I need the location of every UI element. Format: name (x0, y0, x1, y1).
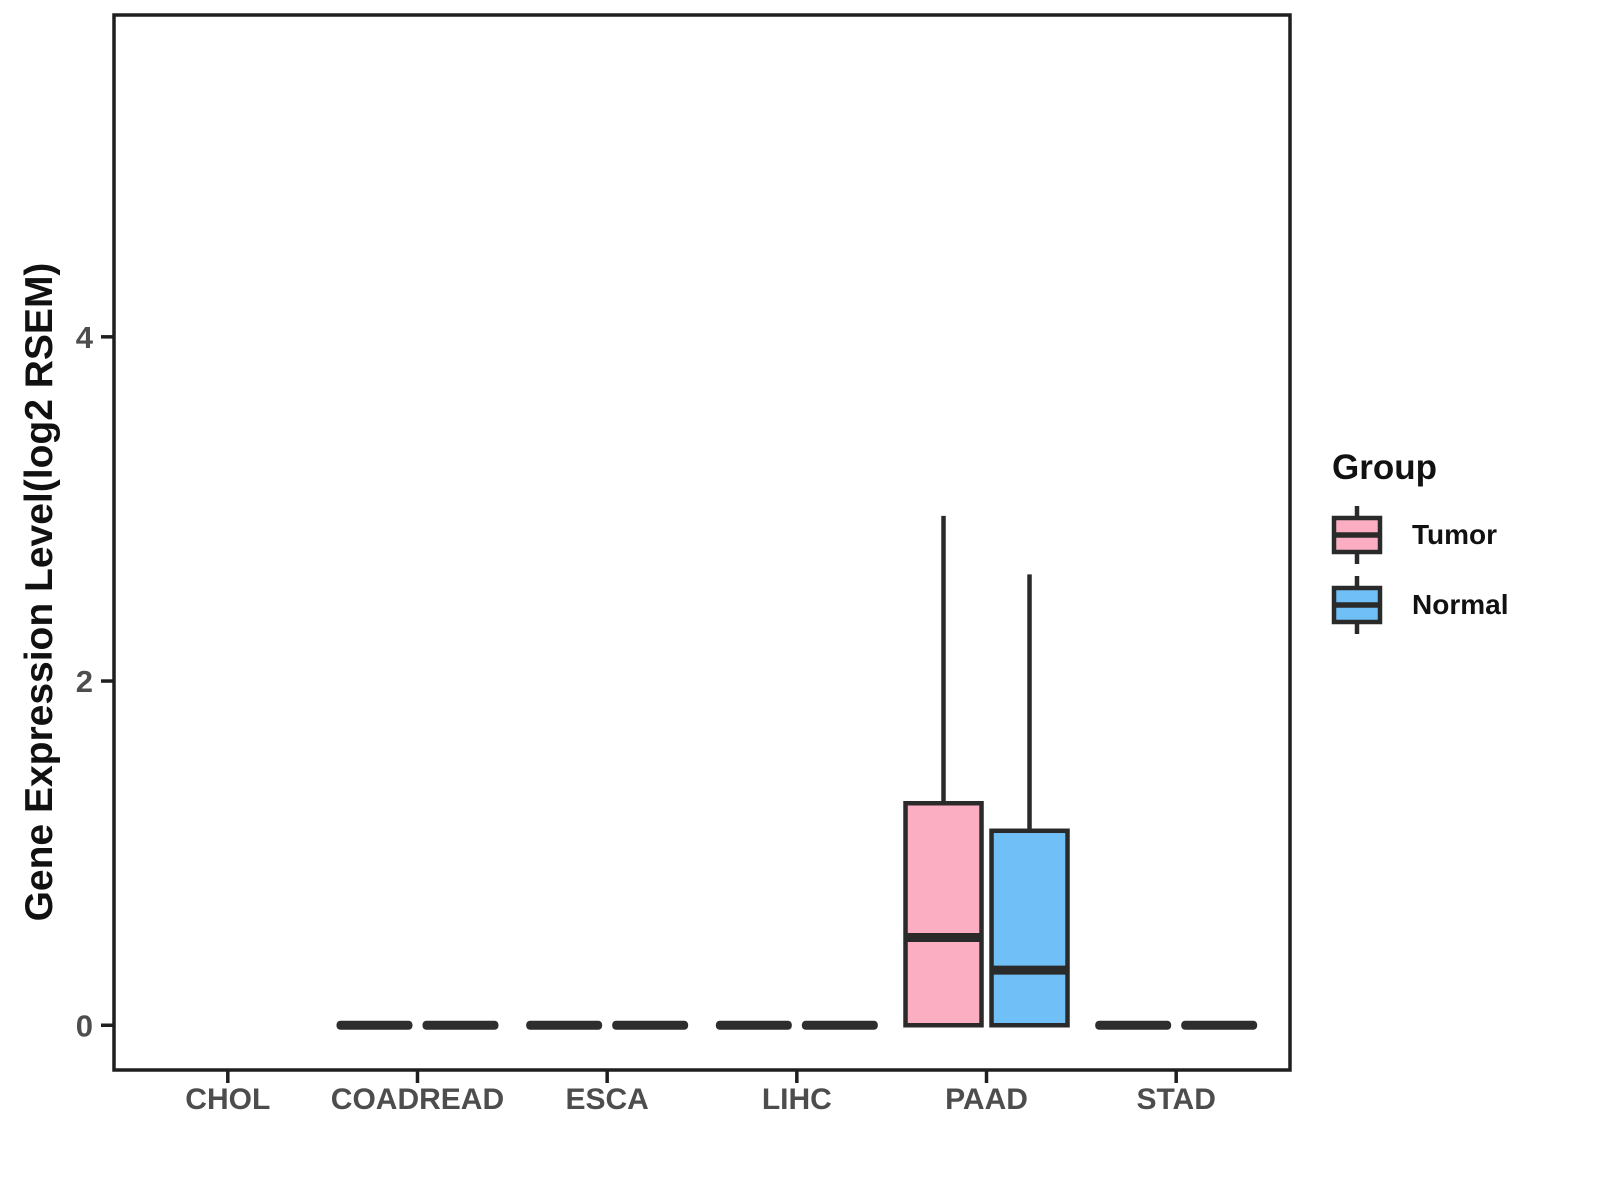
legend-title: Group (1332, 448, 1437, 487)
y-tick-label-2: 2 (76, 664, 93, 699)
legend-label-normal: Normal (1412, 589, 1509, 620)
legend: Group Tumor Normal (1330, 450, 1600, 643)
zero-box-normal-esca (612, 1020, 689, 1030)
y-tick-label-0: 0 (76, 1008, 93, 1043)
zero-box-tumor-stad (1095, 1020, 1172, 1030)
zero-box-normal-lihc (801, 1020, 878, 1030)
legend-item-normal: Normal (1330, 573, 1600, 637)
zero-box-tumor-lihc (715, 1020, 792, 1030)
y-axis-title: Gene Expression Level(log2 RSEM) (18, 262, 61, 922)
x-tick-label-chol: CHOL (185, 1083, 270, 1116)
y-tick-label-4: 4 (76, 320, 94, 355)
x-tick-label-stad: STAD (1136, 1083, 1215, 1116)
normal-boxplot-key-icon (1331, 576, 1383, 634)
legend-item-tumor: Tumor (1330, 503, 1600, 567)
box-tumor-paad (903, 800, 984, 1028)
x-tick-label-esca: ESCA (565, 1083, 648, 1116)
box-normal-paad (989, 828, 1070, 1028)
zero-box-normal-stad (1181, 1020, 1258, 1030)
tumor-boxplot-key-icon (1331, 506, 1383, 564)
zero-box-tumor-coadread (336, 1020, 413, 1030)
x-tick-label-coadread: COADREAD (331, 1083, 504, 1116)
x-tick-label-lihc: LIHC (762, 1083, 832, 1116)
zero-box-normal-coadread (422, 1020, 499, 1030)
x-tick-label-paad: PAAD (945, 1083, 1028, 1116)
legend-label-tumor: Tumor (1412, 519, 1498, 550)
zero-box-tumor-esca (526, 1020, 603, 1030)
plot-panel-border (112, 13, 1292, 1072)
